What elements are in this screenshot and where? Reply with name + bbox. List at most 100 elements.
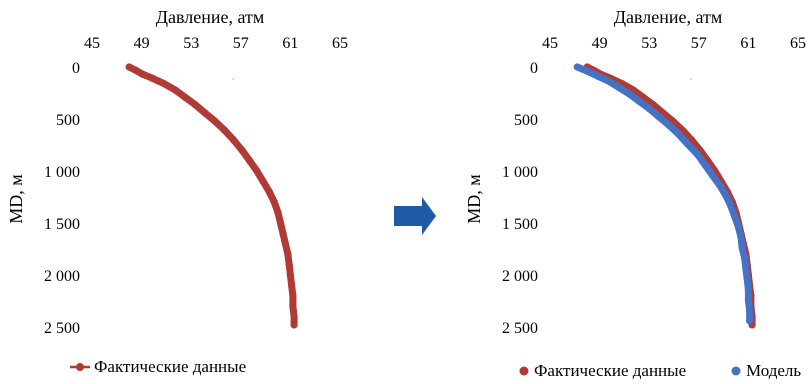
data-point bbox=[281, 240, 289, 248]
x-tick-label: 49 bbox=[134, 35, 150, 52]
data-point bbox=[149, 74, 157, 82]
data-point bbox=[635, 97, 643, 105]
data-point bbox=[290, 321, 298, 329]
data-point bbox=[286, 271, 294, 279]
x-tick-label: 49 bbox=[592, 35, 608, 52]
data-point bbox=[245, 157, 254, 165]
x-tick-label: 45 bbox=[84, 35, 100, 52]
data-point bbox=[744, 296, 752, 304]
data-point bbox=[270, 198, 278, 206]
x-tick-label: 61 bbox=[282, 35, 298, 52]
data-point bbox=[665, 121, 673, 129]
data-point bbox=[201, 109, 209, 117]
data-point bbox=[229, 136, 237, 144]
series-model bbox=[573, 63, 754, 325]
y-tick-label: 1 000 bbox=[502, 164, 538, 181]
series-actual bbox=[125, 63, 298, 329]
y-axis-title: MD, м bbox=[464, 174, 484, 223]
legend-marker bbox=[731, 366, 741, 376]
data-point bbox=[160, 80, 168, 88]
data-point bbox=[708, 171, 716, 179]
data-point bbox=[744, 286, 752, 294]
x-tick-label: 53 bbox=[641, 35, 657, 52]
data-point bbox=[722, 192, 730, 200]
chart-actual-data: Давление, атм 45 49 53 57 61 65 0 500 1 000 1 500 2… bbox=[6, 7, 348, 376]
data-point bbox=[743, 275, 751, 283]
data-point bbox=[675, 131, 683, 139]
data-point bbox=[238, 146, 246, 154]
data-point bbox=[684, 140, 692, 148]
data-point bbox=[221, 126, 229, 134]
legend-marker bbox=[519, 366, 529, 376]
y-tick-label: 500 bbox=[514, 112, 538, 129]
data-point bbox=[284, 250, 292, 258]
data-point bbox=[742, 265, 750, 273]
x-tick-label: 65 bbox=[790, 35, 806, 52]
legend-label: Модель bbox=[746, 361, 801, 380]
legend-label: Фактические данные bbox=[94, 357, 246, 376]
x-tick-label: 45 bbox=[542, 35, 558, 52]
data-point bbox=[139, 70, 147, 78]
right-arrow-icon bbox=[394, 197, 436, 235]
data-point bbox=[701, 161, 709, 169]
data-point bbox=[737, 234, 745, 242]
x-axis-title: Давление, атм bbox=[156, 7, 265, 27]
data-point bbox=[290, 313, 298, 321]
data-point bbox=[694, 150, 702, 158]
data-point bbox=[274, 209, 282, 217]
series-line bbox=[125, 63, 298, 329]
y-tick-label: 2 000 bbox=[44, 268, 80, 285]
data-point bbox=[741, 254, 749, 262]
data-point bbox=[131, 66, 139, 74]
data-point bbox=[583, 67, 591, 75]
data-point bbox=[716, 182, 724, 190]
data-point bbox=[191, 100, 199, 108]
y-tick-label: 500 bbox=[56, 112, 80, 129]
data-point bbox=[594, 72, 602, 80]
data-point bbox=[253, 167, 261, 175]
x-tick-label: 57 bbox=[691, 35, 707, 52]
data-point bbox=[615, 84, 623, 92]
y-tick-label: 2 500 bbox=[44, 320, 80, 337]
y-tick-label: 0 bbox=[72, 60, 80, 77]
data-point bbox=[738, 244, 746, 252]
data-point bbox=[171, 86, 179, 94]
data-point bbox=[734, 223, 743, 231]
data-point bbox=[573, 63, 581, 71]
data-point bbox=[289, 292, 297, 300]
data-point bbox=[645, 105, 653, 113]
data-point bbox=[727, 202, 735, 210]
y-tick-label: 1 500 bbox=[502, 216, 538, 233]
data-point bbox=[288, 281, 296, 289]
data-point bbox=[625, 90, 633, 98]
legend-marker bbox=[76, 363, 84, 371]
data-point bbox=[276, 219, 285, 227]
data-point bbox=[265, 188, 273, 196]
legend-label: Фактические данные bbox=[534, 361, 686, 380]
data-point bbox=[211, 117, 219, 125]
y-tick-label: 0 bbox=[530, 60, 538, 77]
data-point bbox=[181, 93, 189, 101]
x-tick-label: 65 bbox=[332, 35, 348, 52]
x-tick-label: 53 bbox=[183, 35, 199, 52]
data-point bbox=[746, 317, 754, 325]
data-point bbox=[285, 261, 293, 269]
y-tick-label: 1 500 bbox=[44, 216, 80, 233]
data-point bbox=[259, 177, 267, 185]
x-axis-title: Давление, атм bbox=[614, 7, 723, 27]
data-point bbox=[289, 302, 297, 310]
data-point bbox=[605, 78, 614, 86]
data-point bbox=[279, 229, 287, 237]
y-axis-title: MD, м bbox=[6, 174, 26, 223]
data-point bbox=[125, 63, 133, 71]
x-tick-label: 61 bbox=[740, 35, 756, 52]
y-tick-label: 2 000 bbox=[502, 268, 538, 285]
data-point bbox=[731, 213, 739, 221]
chart-actual-vs-model: Давление, атм 45 49 53 57 61 65 0 500 1 000 1 500 2… bbox=[464, 7, 806, 380]
data-point bbox=[655, 113, 663, 121]
x-tick-label: 57 bbox=[233, 35, 249, 52]
y-tick-label: 1 000 bbox=[44, 164, 80, 181]
data-point bbox=[746, 306, 754, 314]
y-tick-label: 2 500 bbox=[502, 320, 538, 337]
